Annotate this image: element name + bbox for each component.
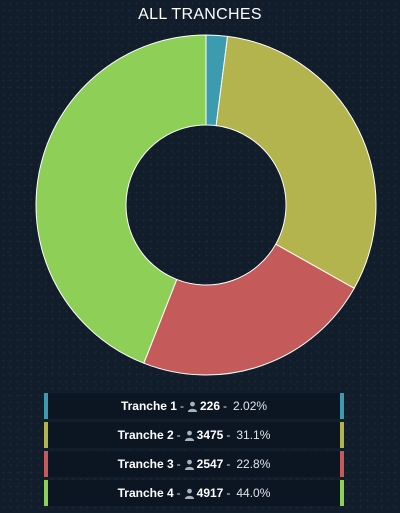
person-icon — [187, 401, 198, 412]
legend-color-bar — [340, 422, 344, 448]
legend-separator: - — [226, 486, 231, 500]
legend-percentage: 44.0% — [236, 486, 271, 500]
legend-count: 2547 — [196, 457, 224, 471]
legend-color-bar — [44, 451, 48, 477]
legend-count: 3475 — [196, 428, 224, 442]
legend-percentage: 2.02% — [233, 399, 268, 413]
legend-separator: - — [226, 457, 231, 471]
donut-slice-tranche-2[interactable] — [215, 35, 377, 289]
person-icon — [184, 459, 194, 470]
legend-label: Tranche 4 — [117, 486, 174, 500]
donut-slice-tranche-4[interactable] — [35, 34, 207, 364]
legend-color-bar — [340, 451, 344, 477]
legend-label: Tranche 3 — [117, 457, 174, 471]
legend-item-tranche-4[interactable]: Tranche 4 - 4917 - 44.0% — [44, 480, 344, 506]
legend-count: 4917 — [196, 486, 224, 500]
legend-separator: - — [226, 428, 231, 442]
legend-separator: - — [176, 457, 181, 471]
legend-separator: - — [179, 399, 184, 413]
legend-separator: - — [176, 486, 181, 500]
legend-count: 226 — [199, 399, 221, 413]
legend-percentage: 31.1% — [236, 428, 271, 442]
legend-label: Tranche 1 — [120, 399, 177, 413]
legend: Tranche 1 - 226 - 2.02% Tranche 2 - 3475… — [44, 393, 344, 509]
legend-color-bar — [44, 480, 48, 506]
donut-chart — [35, 34, 377, 376]
legend-percentage: 22.8% — [236, 457, 271, 471]
person-icon — [184, 430, 194, 441]
legend-separator: - — [176, 428, 181, 442]
legend-item-tranche-1[interactable]: Tranche 1 - 226 - 2.02% — [44, 393, 344, 419]
legend-item-tranche-2[interactable]: Tranche 2 - 3475 - 31.1% — [44, 422, 344, 448]
legend-separator: - — [223, 399, 228, 413]
legend-color-bar — [44, 422, 48, 448]
legend-item-tranche-3[interactable]: Tranche 3 - 2547 - 22.8% — [44, 451, 344, 477]
person-icon — [184, 488, 194, 499]
chart-title: ALL TRANCHES — [138, 6, 262, 23]
legend-color-bar — [340, 393, 344, 419]
legend-label: Tranche 2 — [117, 428, 174, 442]
legend-color-bar — [44, 393, 48, 419]
donut-slice-tranche-3[interactable] — [143, 243, 355, 376]
legend-color-bar — [340, 480, 344, 506]
